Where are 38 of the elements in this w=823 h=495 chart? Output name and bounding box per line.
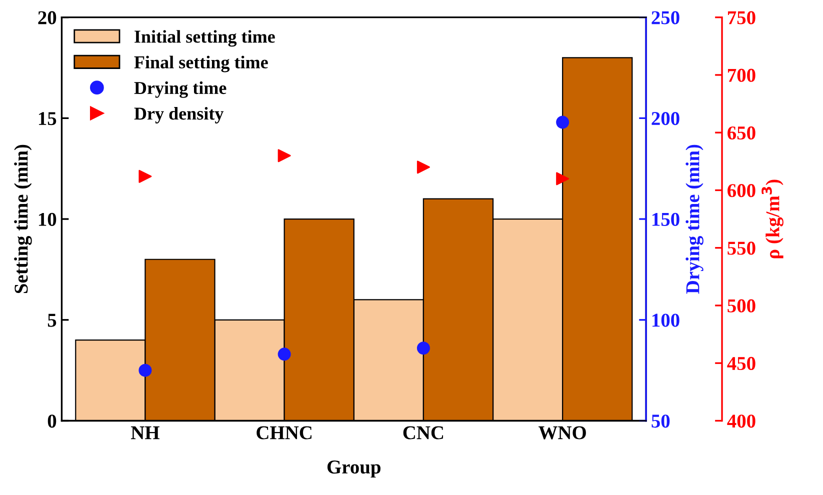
point [278,348,291,361]
y2-tick-label: 100 [652,314,680,327]
y2-tick-label: 250 [652,11,680,24]
x-tick-label: NH [130,426,160,440]
point [278,149,291,162]
point [416,342,430,355]
x-tick-label: CHNC [256,426,312,440]
y2-axis-title: Drying time (min) [686,144,704,294]
legend-label: Final setting time [134,56,268,72]
y3-tick-label: 450 [727,356,756,370]
y2-tick-label: 200 [652,112,680,126]
legend-label: Initial setting time [134,30,275,47]
y3-tick-label: 400 [727,414,756,428]
y3-tick-label: 500 [728,299,756,312]
y-tick-label: 0 [48,414,56,428]
point [138,364,152,377]
y3-axis-title: ρ (kg/m$^{3}$) [762,180,784,258]
legend-label: Drying time [134,81,226,98]
y3-tick-label: 600 [728,184,756,198]
y-tick-label: 5 [48,314,56,327]
y-tick-label: 10 [38,212,56,226]
y-tick-label: 20 [38,11,56,24]
x-tick-label: CNC [403,426,444,440]
y-tick-label: 15 [38,112,56,126]
point [416,160,430,174]
y3-tick-label: 650 [728,126,756,140]
y2-tick-label: 50 [652,414,670,428]
x-tick-label: WNO [538,426,586,440]
point [556,172,570,186]
y-axis-title: Setting time (min) [14,144,32,294]
point [556,116,570,129]
y3-tick-label: 700 [728,68,756,82]
y3-tick-label: 750 [728,11,756,24]
y3-tick-label: 550 [728,242,756,255]
x-axis-title: Group [327,460,380,478]
legend-label: Dry density [134,107,224,124]
y2-tick-label: 150 [652,212,680,226]
point [138,170,152,183]
